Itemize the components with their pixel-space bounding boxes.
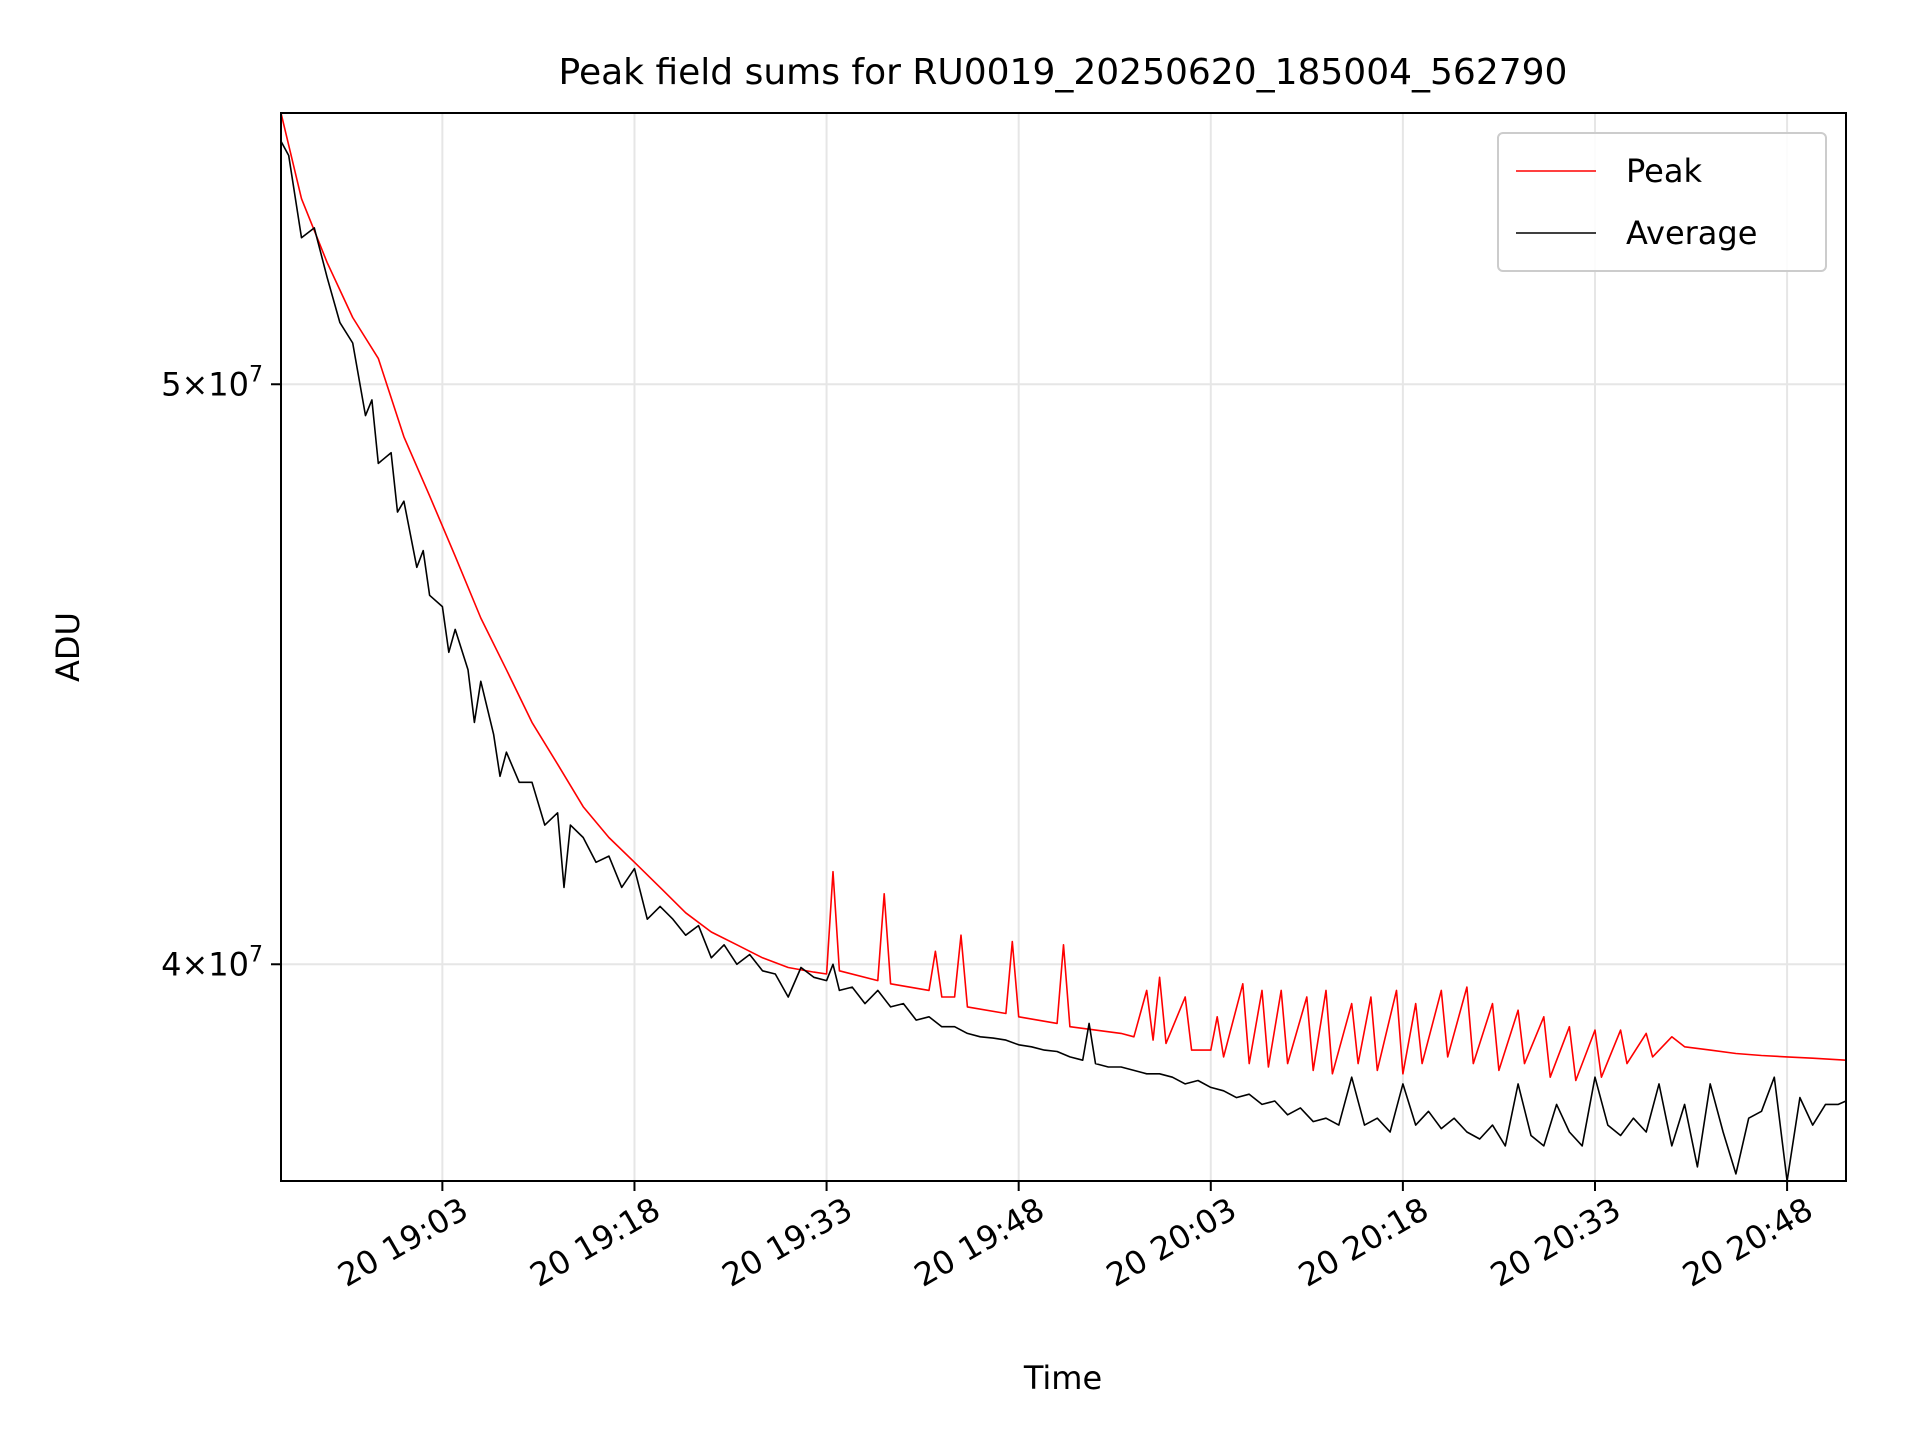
x-axis-label: Time (1023, 1359, 1102, 1397)
y-axis-label: ADU (49, 612, 87, 682)
legend: Peak Average (1497, 132, 1827, 272)
series-line-average (281, 140, 1846, 1181)
y-axis: 4×107 5×107 (161, 362, 281, 983)
legend-box (1497, 132, 1827, 272)
plot-frame (280, 112, 1847, 1182)
y-tick-label: 4×107 (161, 942, 263, 983)
series-line-peak (281, 113, 1846, 1082)
y-tick-label: 5×107 (161, 362, 263, 403)
legend-label-average: Average (1626, 214, 1757, 252)
series-lines (281, 113, 1846, 1181)
legend-label-peak: Peak (1626, 152, 1702, 190)
grid (281, 113, 1846, 1181)
chart-title: Peak field sums for RU0019_20250620_1850… (559, 52, 1568, 93)
